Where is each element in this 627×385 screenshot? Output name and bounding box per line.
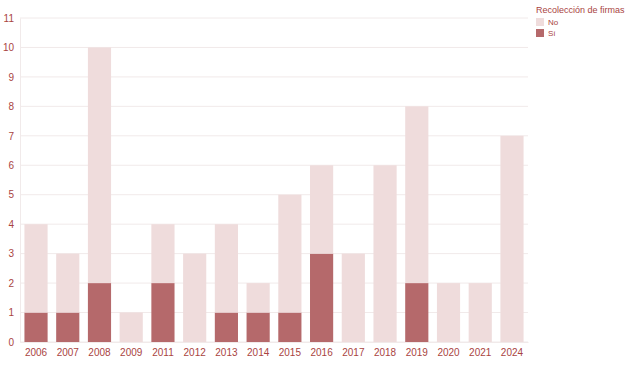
x-tick: 2013: [215, 342, 238, 358]
legend-swatch: [536, 29, 544, 37]
bar: [342, 254, 365, 342]
grid-line: [20, 18, 528, 19]
bar: [310, 254, 333, 342]
x-tick-label: 2018: [374, 347, 397, 358]
x-tick-label: 2009: [120, 347, 143, 358]
bars: [24, 47, 523, 342]
x-tick-label: 2011: [152, 347, 174, 358]
x-tick: 2016: [310, 342, 333, 358]
legend-item: No: [536, 18, 559, 27]
x-tick: 2021: [469, 342, 492, 358]
bar: [88, 283, 111, 342]
y-tick-label: 8: [8, 101, 14, 112]
y-axis-line: [20, 19, 21, 343]
legend-item: Sí: [536, 29, 556, 38]
x-tick-label: 2013: [215, 347, 238, 358]
x-tick-label: 2007: [57, 347, 80, 358]
legend-label: No: [548, 18, 559, 27]
bar: [120, 313, 143, 342]
y-tick-label: 2: [8, 278, 14, 289]
y-tick: 8: [8, 101, 20, 112]
legend-title: Recolección de firmas: [536, 5, 625, 15]
bar: [215, 313, 238, 342]
bar: [88, 47, 111, 283]
y-tick: 0: [8, 337, 20, 348]
y-tick: 2: [8, 278, 20, 289]
bar: [215, 224, 238, 312]
x-tick-label: 2020: [437, 347, 460, 358]
x-tick-label: 2021: [469, 347, 492, 358]
y-tick-label: 7: [8, 131, 14, 142]
bar: [310, 165, 333, 253]
x-tick: 2007: [57, 342, 80, 358]
y-tick: 5: [8, 189, 20, 200]
x-tick: 2009: [120, 342, 143, 358]
bar: [56, 254, 79, 313]
bar: [373, 165, 396, 342]
x-tick-label: 2017: [342, 347, 365, 358]
legend-swatch: [536, 18, 544, 26]
y-tick-label: 6: [8, 160, 14, 171]
y-tick-label: 5: [8, 189, 14, 200]
bar: [56, 313, 79, 342]
y-tick: 4: [8, 219, 20, 230]
y-axis: 0 1 2 3 4 5 6 7 8 9 10 11: [3, 13, 21, 348]
y-tick: 7: [8, 131, 20, 142]
bar: [405, 106, 428, 283]
legend-label: Sí: [548, 29, 556, 38]
y-tick-label: 10: [3, 42, 15, 53]
y-tick: 6: [8, 160, 20, 171]
x-axis-line: [21, 342, 529, 343]
x-tick-label: 2019: [406, 347, 429, 358]
grid: [20, 18, 528, 342]
y-tick: 11: [4, 13, 20, 24]
bar: [278, 313, 301, 342]
legend: Recolección de firmas No Sí: [536, 5, 625, 38]
x-tick-label: 2014: [247, 347, 270, 358]
x-tick: 2006: [25, 342, 48, 358]
x-tick: 2019: [406, 342, 429, 358]
bar: [151, 283, 174, 342]
y-tick-label: 1: [8, 307, 14, 318]
x-tick: 2015: [279, 342, 302, 358]
x-tick: 2008: [88, 342, 111, 358]
x-tick: 2011: [152, 342, 174, 358]
bar: [24, 224, 47, 312]
bar: [500, 136, 523, 342]
bar: [247, 283, 270, 312]
bar: [183, 254, 206, 342]
x-tick-label: 2012: [184, 347, 207, 358]
bar: [278, 195, 301, 313]
y-tick: 1: [8, 307, 20, 318]
y-tick: 10: [3, 42, 20, 53]
x-tick: 2014: [247, 342, 270, 358]
x-tick-label: 2016: [310, 347, 333, 358]
x-axis: 2006 2007 2008 2009 2011 2012 2013 2014 2015 2016…: [21, 342, 529, 358]
y-tick: 9: [8, 72, 20, 83]
x-tick: 2012: [184, 342, 207, 358]
x-tick: 2018: [374, 342, 397, 358]
y-tick-label: 3: [8, 248, 14, 259]
y-tick-label: 9: [8, 72, 14, 83]
bar: [151, 224, 174, 283]
y-tick: 3: [8, 248, 20, 259]
x-tick: 2017: [342, 342, 365, 358]
y-tick-label: 11: [4, 13, 15, 24]
x-tick-label: 2015: [279, 347, 302, 358]
x-tick: 2024: [501, 342, 524, 358]
bar: [247, 313, 270, 342]
y-tick-label: 4: [8, 219, 14, 230]
x-tick-label: 2024: [501, 347, 524, 358]
bar: [437, 283, 460, 342]
bar: [405, 283, 428, 342]
y-tick-label: 0: [8, 337, 14, 348]
x-tick-label: 2006: [25, 347, 48, 358]
bar: [24, 313, 47, 342]
x-tick-label: 2008: [88, 347, 111, 358]
chart: 0123456789101120062007200820092011201220…: [0, 0, 627, 385]
x-tick: 2020: [437, 342, 460, 358]
bar: [469, 283, 492, 342]
